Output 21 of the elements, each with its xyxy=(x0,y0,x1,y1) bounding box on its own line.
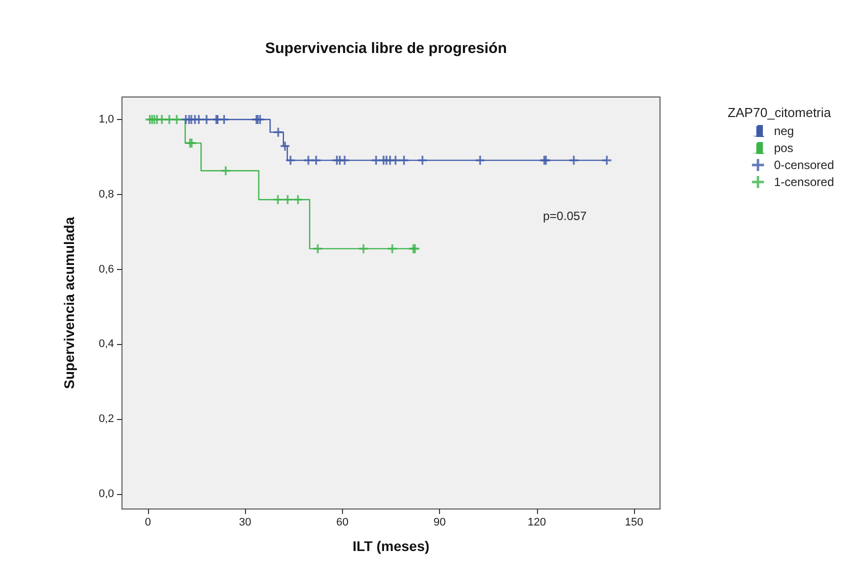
x-tick-label: 0 xyxy=(144,516,151,528)
legend-label: 1-censored xyxy=(774,175,834,189)
x-axis-title: ILT (meses) xyxy=(352,538,430,554)
x-tick-label: 150 xyxy=(624,516,644,528)
y-tick-label: 0,2 xyxy=(98,413,114,426)
y-tick-label: 0,6 xyxy=(98,263,114,276)
annotation: p=0.057 xyxy=(543,209,588,223)
y-tick-label: 1,0 xyxy=(98,113,114,126)
x-tick-label: 30 xyxy=(239,516,252,528)
legend-label: 0-censored xyxy=(774,158,834,172)
y-axis-title: Supervivencia acumulada xyxy=(61,216,77,389)
legend-label: neg xyxy=(774,124,794,138)
legend-label: pos xyxy=(774,141,794,155)
x-tick-label: 90 xyxy=(433,516,446,528)
chart-title: Supervivencia libre de progresión xyxy=(265,40,507,57)
y-tick-label: 0,4 xyxy=(98,338,114,350)
legend-title: ZAP70_citometria xyxy=(728,105,832,120)
x-tick-label: 60 xyxy=(336,516,349,528)
x-tick-label: 120 xyxy=(528,516,546,528)
y-tick-label: 0,8 xyxy=(98,188,114,200)
y-tick-label: 0,0 xyxy=(98,488,114,500)
